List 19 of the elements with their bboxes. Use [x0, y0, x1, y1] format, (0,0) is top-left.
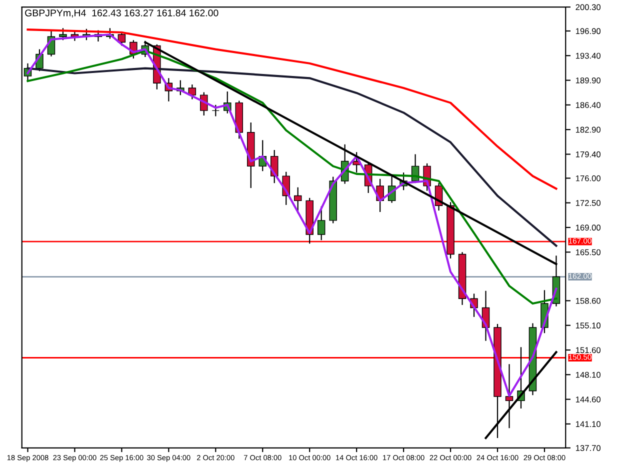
- y-tick-label: 172.50: [576, 200, 601, 206]
- y-tick-label: 151.60: [576, 347, 601, 354]
- y-tick-label: 200.30: [576, 4, 601, 10]
- y-tick-label: 182.90: [576, 126, 601, 133]
- y-tick-label: 165.50: [576, 249, 601, 256]
- y-tick-label: 193.40: [576, 52, 601, 59]
- y-tick-label: 176.00: [576, 175, 601, 182]
- y-tick-label: 137.70: [576, 445, 601, 451]
- y-tick-label: 186.40: [576, 102, 601, 108]
- y-tick-label: 144.60: [576, 396, 601, 402]
- chart-title: GBPJPYm,H4 162.43 163.27 161.84 162.00: [25, 9, 218, 18]
- y-tick-label: 155.10: [576, 322, 601, 328]
- y-tick-label: 169.00: [576, 224, 601, 231]
- y-tick-label: 196.90: [576, 28, 601, 34]
- y-tick-label: 141.10: [576, 421, 601, 428]
- y-tick-label: 189.90: [576, 77, 601, 84]
- y-tick-label: 179.40: [576, 151, 601, 158]
- y-tick-label: 148.10: [576, 372, 601, 378]
- y-tick-label: 158.60: [576, 298, 601, 304]
